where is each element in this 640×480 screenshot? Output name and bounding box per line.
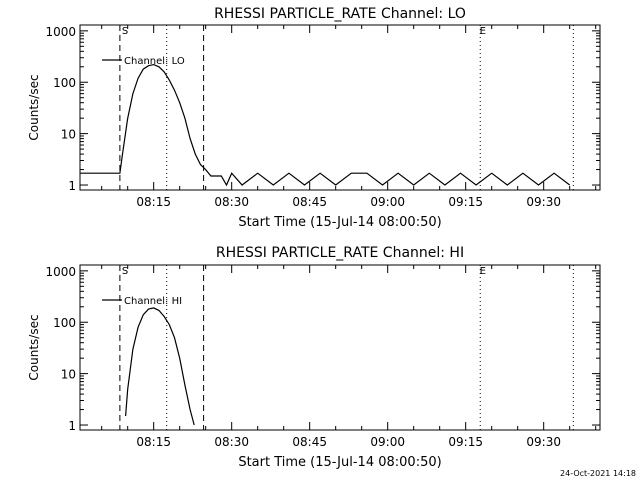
x-tick-label: 08:15 — [136, 195, 171, 209]
plot-frame — [79, 264, 601, 431]
y-tick-label: 100 — [53, 76, 76, 90]
y-tick-label: 1 — [68, 179, 76, 193]
chart-title: RHESSI PARTICLE_RATE Channel: HI — [216, 245, 464, 261]
y-axis-label: Counts/sec — [27, 74, 41, 140]
y-tick-label: 100 — [53, 316, 76, 330]
x-tick-label: 08:45 — [292, 195, 327, 209]
x-tick-label: 09:00 — [370, 195, 405, 209]
y-tick-label: 10 — [61, 368, 76, 382]
x-tick-label: 09:15 — [448, 435, 483, 449]
x-tick-label: 08:30 — [214, 195, 249, 209]
y-axis-label: Counts/sec — [27, 314, 41, 380]
event-marker-label: E — [480, 26, 486, 37]
chart-title: RHESSI PARTICLE_RATE Channel: LO — [214, 6, 466, 22]
plot-frame — [79, 24, 601, 191]
series-line — [125, 307, 195, 426]
hi-channel-panel: RHESSI PARTICLE_RATE Channel: HI Start Ti… — [27, 245, 601, 470]
event-marker-label: E — [480, 266, 486, 277]
x-tick-label: 09:00 — [370, 435, 405, 449]
event-marker-label: S — [122, 26, 128, 37]
y-tick-label: 10 — [61, 128, 76, 142]
legend-label: Channel: LO — [124, 56, 185, 67]
event-marker-label: S — [122, 266, 128, 277]
x-axis-label: Start Time (15-Jul-14 08:00:50) — [238, 215, 441, 230]
y-tick-label: 1000 — [45, 25, 76, 39]
legend-label: Channel: HI — [124, 296, 182, 307]
x-tick-label: 08:45 — [292, 435, 327, 449]
x-tick-label: 08:30 — [214, 435, 249, 449]
x-tick-label: 08:15 — [136, 435, 171, 449]
x-tick-label: 09:15 — [448, 195, 483, 209]
lo-channel-panel: RHESSI PARTICLE_RATE Channel: LO Start Ti… — [27, 6, 601, 230]
y-tick-label: 1 — [68, 419, 76, 433]
x-tick-label: 09:30 — [526, 435, 561, 449]
footer-timestamp: 24-Oct-2021 14:18 — [560, 469, 636, 478]
x-axis-label: Start Time (15-Jul-14 08:00:50) — [238, 455, 441, 470]
y-tick-label: 1000 — [45, 265, 76, 279]
series-line — [79, 63, 571, 187]
x-tick-label: 09:30 — [526, 195, 561, 209]
